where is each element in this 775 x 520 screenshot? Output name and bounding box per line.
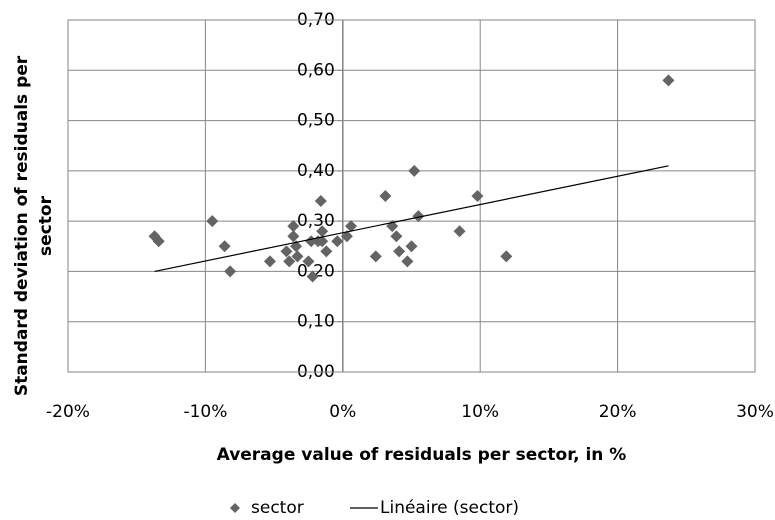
point [306, 270, 319, 283]
point [280, 245, 293, 258]
point [218, 240, 231, 253]
y-tick-label: 0,60 [297, 60, 335, 80]
y-tick-label: 0,20 [297, 261, 335, 281]
point [500, 250, 513, 263]
point [283, 255, 296, 268]
y-tick-label: 0,30 [297, 211, 335, 231]
point [379, 190, 392, 202]
point [152, 235, 165, 248]
y-tick-label: 0,40 [297, 161, 335, 181]
x-tick-label: -20% [46, 402, 90, 422]
legend-swatch [230, 503, 240, 513]
point [401, 255, 414, 268]
point [316, 235, 329, 248]
plot-border [67, 19, 756, 373]
point [314, 195, 327, 208]
legend-label: Linéaire (sector) [380, 498, 519, 518]
point [331, 235, 344, 248]
point [412, 210, 425, 223]
point [340, 230, 353, 243]
point [302, 255, 315, 268]
point [291, 250, 304, 263]
x-axis-title: Average value of residuals per sector, i… [217, 445, 627, 465]
point [345, 220, 358, 233]
x-tick-label: 10% [461, 402, 499, 422]
point [471, 190, 484, 202]
point [369, 250, 382, 263]
trend-line [154, 165, 669, 273]
x-tick-label: -10% [183, 402, 227, 422]
x-tick-label: 0% [329, 402, 356, 422]
point [287, 230, 300, 243]
point [206, 215, 219, 228]
legend-label: sector [251, 498, 304, 518]
point [662, 74, 675, 87]
point [390, 230, 403, 243]
x-tick-label: 20% [599, 402, 637, 422]
point [263, 255, 276, 268]
point [320, 245, 333, 258]
point [224, 265, 237, 278]
x-tick-label: 30% [736, 402, 774, 422]
point [408, 164, 421, 177]
y-axis-title: sector [36, 195, 56, 256]
point [453, 225, 466, 238]
y-tick-label: 0,50 [297, 111, 335, 131]
y-tick-label: 0,10 [297, 312, 335, 332]
y-axis-title: Standard deviation of residuals per [12, 55, 32, 396]
point [405, 240, 418, 253]
point [316, 225, 329, 238]
point [393, 245, 406, 258]
point [287, 220, 300, 233]
